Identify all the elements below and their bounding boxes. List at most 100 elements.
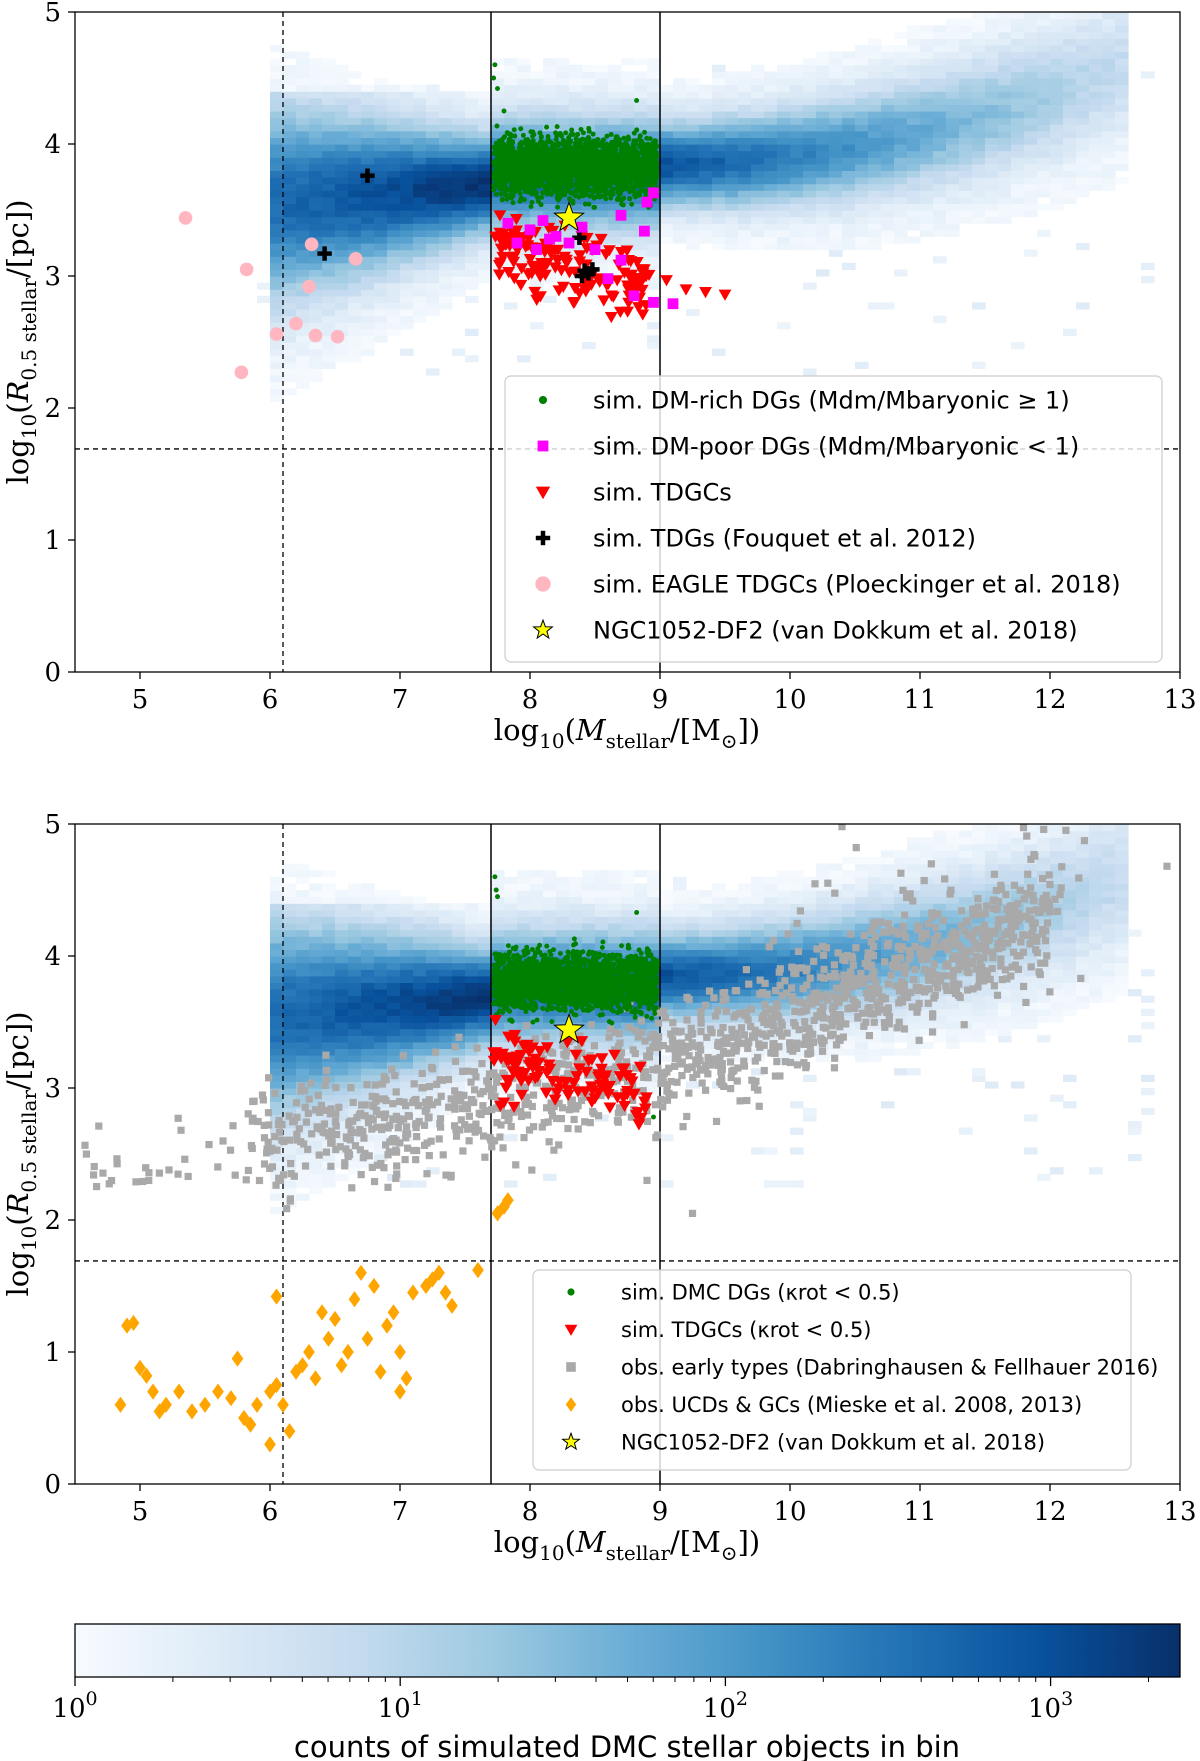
heatmap-cell: [621, 58, 635, 66]
heatmap-cell: [335, 309, 349, 317]
dm-rich-dg-point: [557, 183, 563, 189]
heatmap-cell: [387, 190, 401, 198]
tdgc-point: [521, 233, 535, 245]
heatmap-cell: [1102, 170, 1116, 178]
heatmap-cell: [348, 130, 362, 138]
heatmap-cell: [283, 1028, 297, 1036]
legend-marker: [535, 486, 551, 500]
heatmap-cell: [1102, 12, 1116, 20]
heatmap-cell: [348, 348, 362, 356]
heatmap-cell: [959, 163, 973, 171]
heatmap-cell: [855, 117, 869, 125]
heatmap-cell: [335, 177, 349, 185]
heatmap-cell: [543, 91, 557, 99]
heatmap-cell: [452, 157, 466, 165]
heatmap-cell: [400, 223, 414, 231]
heatmap-cell: [1076, 78, 1090, 86]
heatmap-cell: [322, 1121, 336, 1129]
heatmap-cell: [296, 328, 310, 336]
heatmap-cell: [439, 91, 453, 99]
heatmap-cell: [1063, 78, 1077, 86]
heatmap-cell: [452, 196, 466, 204]
heatmap-cell: [881, 229, 895, 237]
heatmap-cell: [309, 916, 323, 924]
heatmap-cell: [270, 45, 284, 53]
heatmap-cell: [816, 150, 830, 158]
heatmap-cell: [517, 216, 531, 224]
heatmap-cell: [517, 111, 531, 119]
heatmap-cell: [1102, 45, 1116, 53]
heatmap-cell: [413, 315, 427, 323]
heatmap-cell: [296, 104, 310, 112]
heatmap-cell: [322, 870, 336, 878]
heatmap-cell: [348, 962, 362, 970]
series-point: [553, 201, 585, 232]
dm-rich-dg-point: [565, 172, 571, 178]
heatmap-cell: [1102, 130, 1116, 138]
heatmap-cell: [1089, 91, 1103, 99]
dm-rich-dg-point: [596, 157, 602, 163]
heatmap-cell: [374, 150, 388, 158]
heatmap-cell: [517, 223, 531, 231]
heatmap-cell: [829, 84, 843, 92]
heatmap-cell: [348, 210, 362, 218]
heatmap-cell: [673, 111, 687, 119]
heatmap-cell: [296, 64, 310, 72]
heatmap-cell: [439, 111, 453, 119]
heatmap-cell: [374, 236, 388, 244]
heatmap-cell: [361, 111, 375, 119]
heatmap-cell: [322, 1022, 336, 1030]
legend: sim. DM-rich DGs (Mdm/Mbaryonic ≥ 1)sim.…: [504, 375, 1163, 663]
heatmap-cell: [855, 137, 869, 145]
heatmap-cell: [1037, 111, 1051, 119]
heatmap-cell: [608, 117, 622, 125]
heatmap-cell: [1063, 45, 1077, 53]
heatmap-cell: [647, 282, 661, 290]
dm-rich-dg-point: [531, 145, 537, 151]
heatmap-cell: [673, 236, 687, 244]
heatmap-cell: [283, 1015, 297, 1023]
heatmap-cell: [413, 216, 427, 224]
tdgc-point: [489, 231, 502, 243]
heatmap-cell: [1024, 64, 1038, 72]
dm-rich-dg-point: [582, 175, 588, 181]
heatmap-cell: [868, 183, 882, 191]
dm-rich-dg-point: [540, 152, 546, 158]
heatmap-cell: [296, 381, 310, 389]
heatmap-cell: [413, 223, 427, 231]
heatmap-cell: [790, 144, 804, 152]
heatmap-cell: [296, 936, 310, 944]
heatmap-cell: [335, 322, 349, 330]
heatmap-cell: [452, 104, 466, 112]
heatmap-cell: [478, 262, 492, 270]
heatmap-cell: [634, 243, 648, 251]
heatmap-cell: [413, 163, 427, 171]
heatmap-cell: [803, 58, 817, 66]
heatmap-cell: [673, 124, 687, 132]
heatmap-cell: [283, 163, 297, 171]
heatmap-cell: [1011, 163, 1025, 171]
dm-rich-dg-point: [547, 147, 553, 153]
heatmap-cell: [309, 361, 323, 369]
heatmap-cell: [712, 216, 726, 224]
heatmap-cell: [335, 969, 349, 977]
heatmap-cell: [647, 58, 661, 66]
heatmap-cell: [803, 144, 817, 152]
heatmap-cell: [855, 91, 869, 99]
heatmap-cell: [478, 210, 492, 218]
heatmap-cell: [1063, 111, 1077, 119]
heatmap-cell: [946, 216, 960, 224]
heatmap-cell: [270, 394, 284, 402]
dm-rich-dg-point: [555, 142, 561, 148]
heatmap-cell: [439, 289, 453, 297]
heatmap-cell: [309, 355, 323, 363]
heatmap-cell: [907, 45, 921, 53]
heatmap-cell: [673, 183, 687, 191]
heatmap-cell: [816, 170, 830, 178]
tdgc-point: [556, 281, 570, 293]
heatmap-cell: [608, 249, 622, 257]
heatmap-cell: [621, 111, 635, 119]
heatmap-cell: [426, 183, 440, 191]
heatmap-cell: [1050, 117, 1064, 125]
heatmap-cell: [270, 58, 284, 66]
